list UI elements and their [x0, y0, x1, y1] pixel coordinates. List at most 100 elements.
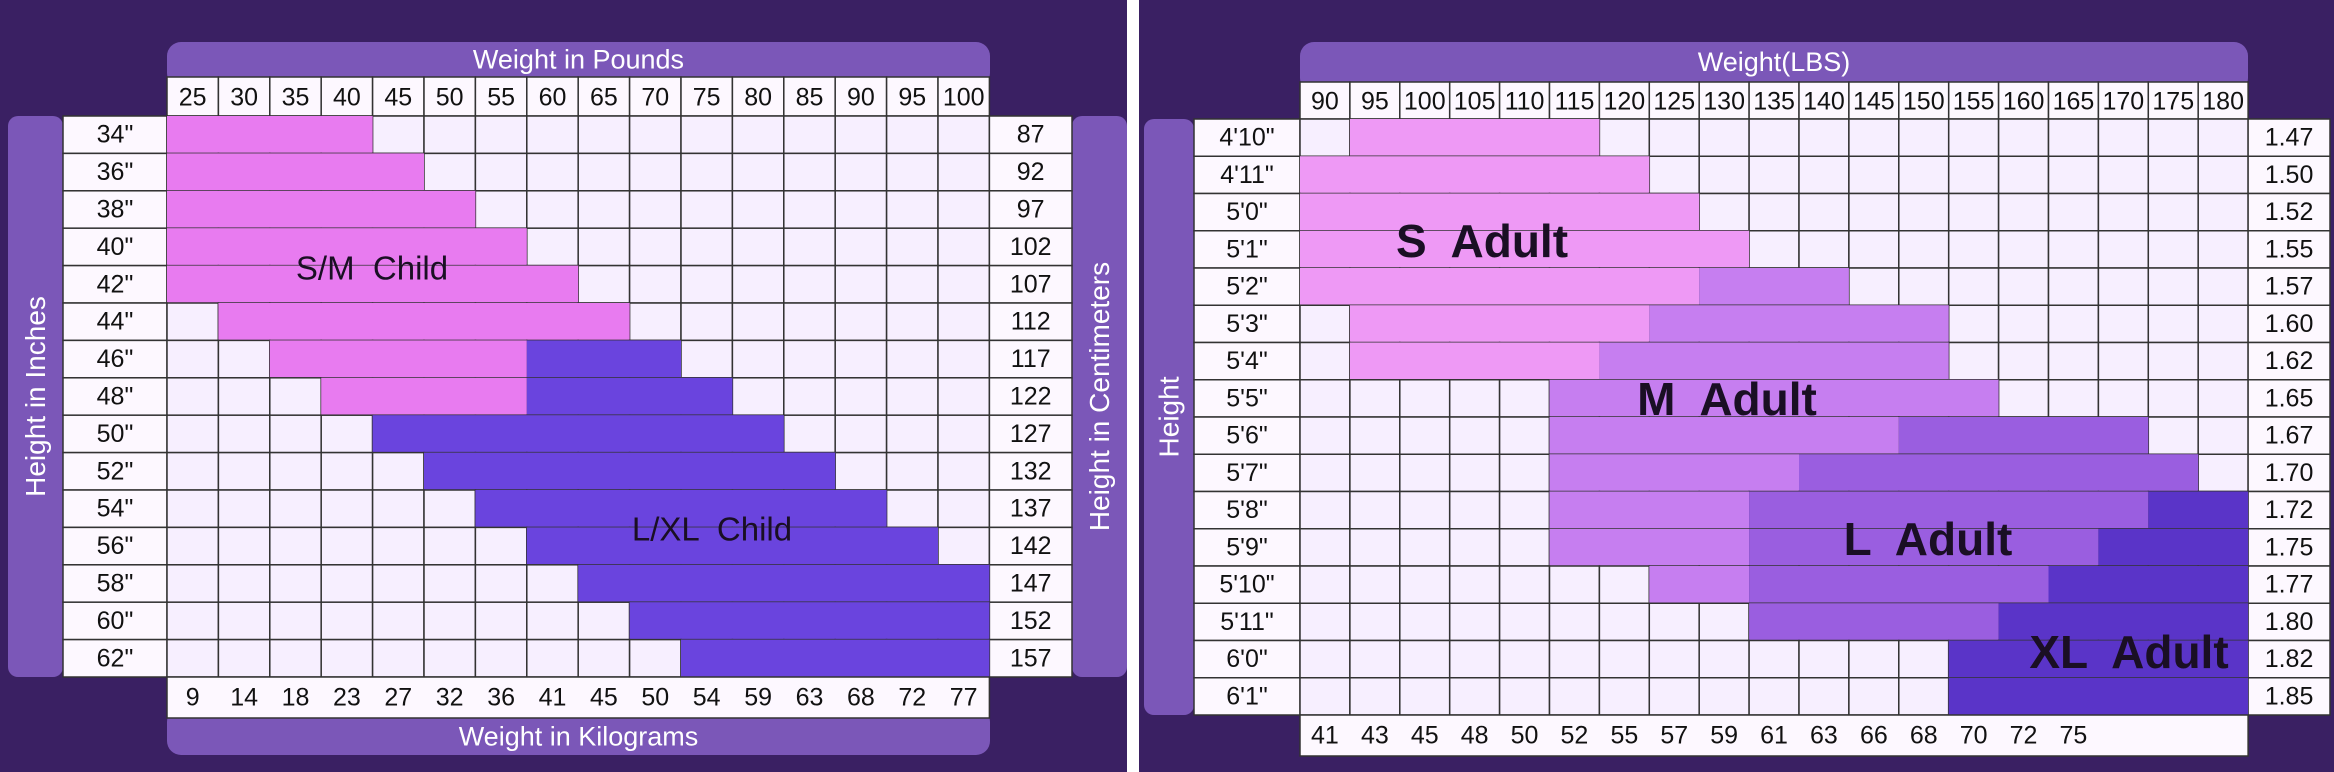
grid-cell — [217, 489, 271, 529]
grid-cell — [1947, 118, 2000, 157]
size-region — [321, 377, 527, 416]
grid-cell — [1598, 565, 1651, 604]
region-label: S Adult — [1396, 215, 1568, 267]
row-label-cell — [62, 190, 168, 229]
grid-cell — [628, 302, 682, 342]
column-label-cell — [1898, 81, 1950, 120]
row-label: 5'1" — [1226, 235, 1267, 263]
grid-cell — [1598, 118, 1651, 157]
right-value-cell — [988, 489, 1073, 529]
right-value-cell — [988, 115, 1073, 155]
grid-cell — [1399, 416, 1451, 455]
grid-cell — [269, 414, 322, 454]
row-label-cell — [62, 302, 168, 342]
bottom-value: 70 — [1960, 722, 1988, 750]
right-value: 1.85 — [2265, 682, 2314, 710]
grid-cell — [526, 115, 579, 155]
right-value-cell — [2247, 565, 2331, 604]
size-region — [1998, 603, 2249, 641]
right-value-cell — [2247, 416, 2331, 455]
grid-cell — [1698, 677, 1750, 716]
grid-cell — [1748, 230, 1800, 269]
size-region — [526, 377, 733, 416]
right-value-cell — [988, 601, 1073, 641]
grid-cell — [371, 526, 425, 566]
grid-cell — [834, 451, 888, 491]
grid-cell — [834, 414, 888, 454]
grid-cell — [166, 489, 220, 529]
grid-cell — [474, 564, 528, 603]
row-label-cell — [1193, 304, 1301, 344]
right-value: 1.77 — [2265, 571, 2314, 599]
bottom-value: 50 — [641, 684, 669, 712]
grid-cell — [1947, 341, 2000, 381]
bottom-value: 48 — [1461, 722, 1489, 750]
grid-cell — [885, 377, 939, 416]
column-label: 145 — [1853, 88, 1895, 116]
right-value: 137 — [1010, 495, 1052, 523]
grid-cell — [371, 115, 425, 155]
column-label: 120 — [1603, 88, 1645, 116]
bottom-row — [1299, 714, 2249, 757]
top-label: Weight(LBS) — [1698, 47, 1851, 77]
grid-cell — [1898, 155, 1950, 195]
grid-cell — [1399, 602, 1451, 642]
bottom-value: 27 — [384, 684, 412, 712]
column-label: 50 — [436, 84, 464, 112]
column-label-cell — [783, 76, 836, 117]
grid-cell — [2047, 304, 2100, 344]
grid-cell — [577, 115, 631, 155]
grid-cell — [2147, 267, 2199, 306]
grid-cell — [320, 526, 374, 566]
grid-cell — [680, 264, 734, 304]
row-label: 5'9" — [1226, 533, 1267, 561]
grid-cell — [628, 190, 682, 229]
grid-cell — [783, 264, 836, 304]
column-label: 80 — [744, 84, 772, 112]
grid-cell — [269, 489, 322, 529]
right-value: 122 — [1010, 383, 1052, 411]
side-label: Height in Inches — [20, 296, 51, 497]
bottom-label: Weight in Kilograms — [459, 722, 699, 752]
right-value-cell — [2247, 453, 2331, 493]
grid-cell — [628, 264, 682, 304]
grid-cell — [731, 339, 785, 379]
grid-cell — [628, 227, 682, 267]
row-label: 40" — [97, 233, 134, 261]
row-label-cell — [62, 638, 168, 678]
grid-cell — [1448, 490, 1501, 530]
row-label: 56" — [97, 532, 134, 560]
column-label-cell — [2197, 81, 2249, 120]
column-label: 95 — [898, 84, 926, 112]
row-label: 60" — [97, 607, 134, 635]
right-label: Height in Centimeters — [1084, 262, 1115, 531]
grid-cell — [2147, 416, 2199, 455]
grid-cell — [423, 115, 477, 155]
grid-cell — [680, 190, 734, 229]
grid-cell — [1997, 379, 2050, 418]
right-value-cell — [988, 564, 1073, 603]
size-region — [167, 265, 579, 304]
grid-cell — [1798, 677, 1850, 716]
column-label: 110 — [1505, 88, 1545, 116]
side-label-band — [1144, 119, 1194, 715]
bottom-value: 63 — [796, 684, 824, 712]
column-label: 25 — [179, 84, 207, 112]
row-label-cell — [1193, 416, 1301, 455]
column-label: 85 — [796, 84, 824, 112]
row-label: 36" — [97, 158, 134, 186]
grid-cell — [2097, 267, 2150, 306]
grid-cell — [474, 115, 528, 155]
grid-cell — [680, 227, 734, 267]
grid-cell — [1648, 639, 1700, 679]
right-value-cell — [988, 414, 1073, 454]
grid-cell — [2147, 230, 2199, 269]
column-label: 90 — [1311, 88, 1339, 116]
region-label: L Adult — [1844, 513, 2013, 565]
bottom-value: 59 — [744, 684, 772, 712]
column-label-cell — [937, 76, 991, 117]
right-value-cell — [2247, 677, 2331, 716]
grid-cell — [2147, 155, 2199, 195]
size-region — [2148, 491, 2249, 530]
grid-cell — [1848, 267, 1900, 306]
